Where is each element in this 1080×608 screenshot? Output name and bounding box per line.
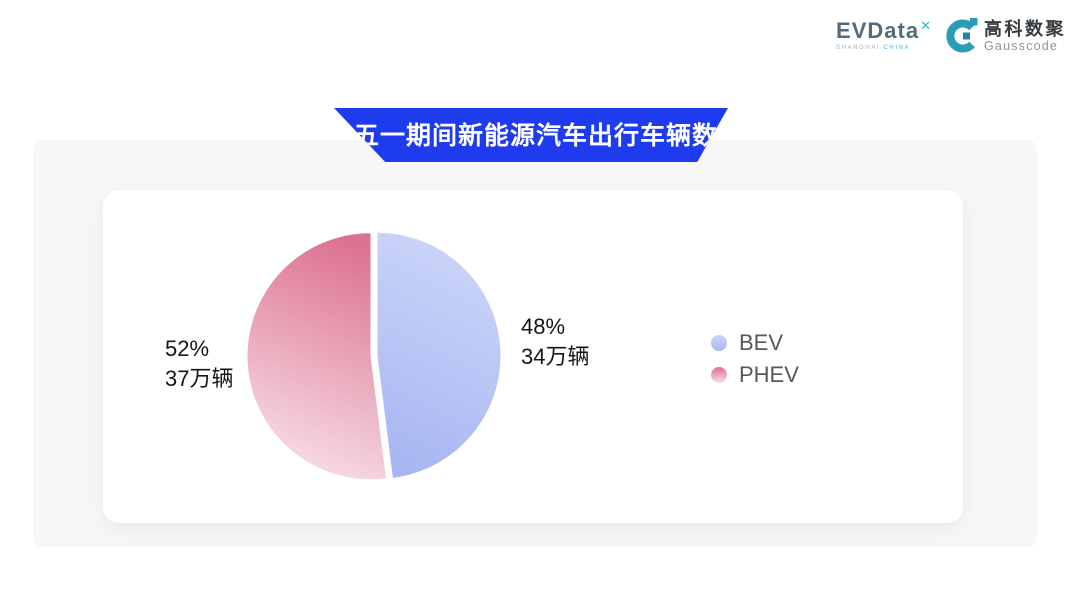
legend-item-phev[interactable]: PHEV — [711, 362, 799, 388]
chart-title: 五一期间新能源汽车出行车辆数 — [353, 122, 718, 150]
gausscode-en-text: Gausscode — [984, 38, 1059, 53]
evdata-logo: EVData✕ SHANGHAI CHINA — [836, 16, 931, 51]
gausscode-g-icon — [946, 18, 978, 53]
pie-slice-phev[interactable] — [247, 233, 386, 480]
pie-chart — [239, 221, 509, 491]
phev-value: 37万辆 — [165, 366, 234, 391]
bev-data-label: 48% 34万辆 — [521, 312, 589, 372]
pie-svg — [247, 232, 501, 480]
evdata-tagline: SHANGHAI CHINA — [836, 45, 911, 51]
gausscode-cn-text: 高科数聚 — [984, 18, 1066, 39]
logo-bar: EVData✕ SHANGHAI CHINA 高科数聚 Gausscode — [836, 16, 1066, 56]
evdata-x-icon: ✕ — [920, 18, 931, 33]
evdata-logo-text: EVData — [836, 18, 920, 43]
bev-percent: 48% — [521, 314, 566, 339]
chart-card: 52% 37万辆 48% 34万辆 BEV PHEV — [103, 190, 963, 523]
bev-legend-dot-icon — [711, 335, 727, 351]
legend-item-bev[interactable]: BEV — [711, 330, 799, 356]
bev-value: 34万辆 — [521, 344, 590, 369]
phev-legend-dot-icon — [711, 367, 727, 383]
phev-legend-label: PHEV — [739, 362, 799, 387]
gausscode-logo: 高科数聚 Gausscode — [943, 16, 1066, 56]
phev-data-label: 52% 37万辆 — [165, 334, 233, 394]
pie-slice-bev[interactable] — [377, 232, 501, 478]
chart-legend: BEV PHEV — [711, 330, 799, 388]
bev-legend-label: BEV — [739, 330, 784, 355]
phev-percent: 52% — [165, 336, 210, 361]
title-banner: 五一期间新能源汽车出行车辆数 — [334, 108, 728, 162]
